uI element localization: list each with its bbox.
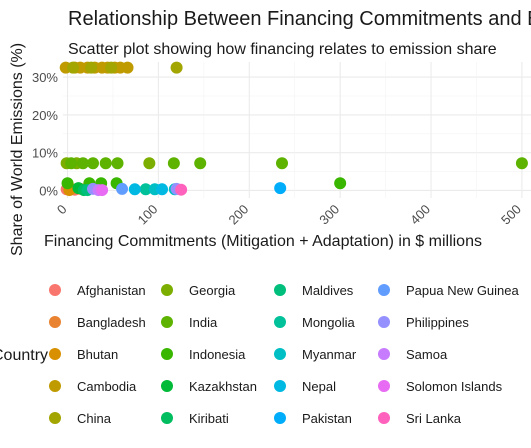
x-tick-label: 200 bbox=[225, 202, 251, 228]
point-china bbox=[170, 61, 183, 74]
legend-label-bhutan: Bhutan bbox=[77, 347, 118, 362]
legend-label-mongolia: Mongolia bbox=[302, 315, 356, 330]
legend-key-myanmar bbox=[274, 348, 286, 360]
legend-key-mongolia bbox=[274, 316, 286, 328]
point-indonesia bbox=[61, 177, 74, 190]
legend-label-myanmar: Myanmar bbox=[302, 347, 357, 362]
point-georgia bbox=[143, 157, 156, 170]
point-india bbox=[276, 157, 289, 170]
legend-label-afghanistan: Afghanistan bbox=[77, 283, 146, 298]
legend-key-papua-new-guinea bbox=[378, 284, 390, 296]
legend-key-indonesia bbox=[161, 348, 173, 360]
point-china bbox=[66, 61, 79, 74]
legend-label-kiribati: Kiribati bbox=[189, 411, 229, 426]
legend-label-maldives: Maldives bbox=[302, 283, 354, 298]
point-india bbox=[99, 157, 112, 170]
x-tick-label: 0 bbox=[54, 202, 70, 218]
point-nepal bbox=[128, 183, 141, 196]
legend-key-maldives bbox=[274, 284, 286, 296]
legend-key-bangladesh bbox=[49, 316, 61, 328]
x-tick-label: 400 bbox=[407, 202, 433, 228]
point-india bbox=[111, 157, 124, 170]
point-mongolia bbox=[139, 183, 152, 196]
y-tick-label: 10% bbox=[32, 146, 58, 161]
legend-key-bhutan bbox=[49, 348, 61, 360]
point-cambodia bbox=[121, 61, 134, 74]
y-tick-label: 30% bbox=[32, 70, 58, 85]
y-tick-label: 0% bbox=[39, 183, 58, 198]
x-tick-label: 100 bbox=[135, 202, 161, 228]
point-nepal bbox=[156, 183, 169, 196]
point-papua-new-guinea bbox=[116, 182, 129, 195]
point-china bbox=[105, 61, 118, 74]
point-india bbox=[65, 157, 78, 170]
point-india bbox=[515, 157, 528, 170]
legend-label-samoa: Samoa bbox=[406, 347, 448, 362]
legend-label-papua-new-guinea: Papua New Guinea bbox=[406, 283, 520, 298]
legend-title: Country bbox=[0, 347, 48, 364]
legend-label-china: China bbox=[77, 411, 112, 426]
legend-label-cambodia: Cambodia bbox=[77, 379, 137, 394]
legend-key-india bbox=[161, 316, 173, 328]
legend-key-samoa bbox=[378, 348, 390, 360]
legend-label-solomon-islands: Solomon Islands bbox=[406, 379, 503, 394]
y-axis-title: Share of World Emissions (%) bbox=[9, 43, 26, 256]
legend-key-kiribati bbox=[161, 412, 173, 424]
legend-label-nepal: Nepal bbox=[302, 379, 336, 394]
point-pakistan bbox=[274, 182, 287, 195]
x-tick-label: 500 bbox=[498, 202, 524, 228]
legend-key-afghanistan bbox=[49, 284, 61, 296]
axis-ticks: 0% 10% 20% 30% 0 100 200 300 400 500 bbox=[32, 70, 524, 227]
legend-key-china bbox=[49, 412, 61, 424]
legend-label-kazakhstan: Kazakhstan bbox=[189, 379, 257, 394]
legend-label-georgia: Georgia bbox=[189, 283, 236, 298]
point-indonesia bbox=[334, 177, 347, 190]
x-tick-label: 300 bbox=[316, 202, 342, 228]
point-india bbox=[76, 157, 89, 170]
legend-label-india: India bbox=[189, 315, 218, 330]
point-india bbox=[194, 157, 207, 170]
point-india bbox=[167, 157, 180, 170]
grid bbox=[63, 62, 531, 198]
chart-title: Relationship Between Financing Commitmen… bbox=[68, 8, 531, 30]
data-points bbox=[59, 61, 528, 197]
legend-label-philippines: Philippines bbox=[406, 315, 469, 330]
legend-label-pakistan: Pakistan bbox=[302, 411, 352, 426]
legend-key-pakistan bbox=[274, 412, 286, 424]
point-china bbox=[85, 61, 98, 74]
point-sri-lanka bbox=[175, 183, 188, 196]
legend: Afghanistan Bangladesh Bhutan Cambodia China… bbox=[49, 283, 520, 426]
legend-label-bangladesh: Bangladesh bbox=[77, 315, 146, 330]
legend-key-georgia bbox=[161, 284, 173, 296]
legend-key-cambodia bbox=[49, 380, 61, 392]
legend-label-sri-lanka: Sri Lanka bbox=[406, 411, 462, 426]
x-axis-title: Financing Commitments (Mitigation + Adap… bbox=[44, 233, 482, 250]
legend-key-nepal bbox=[274, 380, 286, 392]
point-solomon-islands bbox=[96, 184, 109, 197]
point-india bbox=[86, 157, 99, 170]
legend-label-indonesia: Indonesia bbox=[189, 347, 246, 362]
y-tick-label: 20% bbox=[32, 108, 58, 123]
legend-key-solomon-islands bbox=[378, 380, 390, 392]
legend-key-kazakhstan bbox=[161, 380, 173, 392]
chart-subtitle: Scatter plot showing how financing relat… bbox=[68, 41, 497, 58]
legend-key-philippines bbox=[378, 316, 390, 328]
legend-key-sri-lanka bbox=[378, 412, 390, 424]
